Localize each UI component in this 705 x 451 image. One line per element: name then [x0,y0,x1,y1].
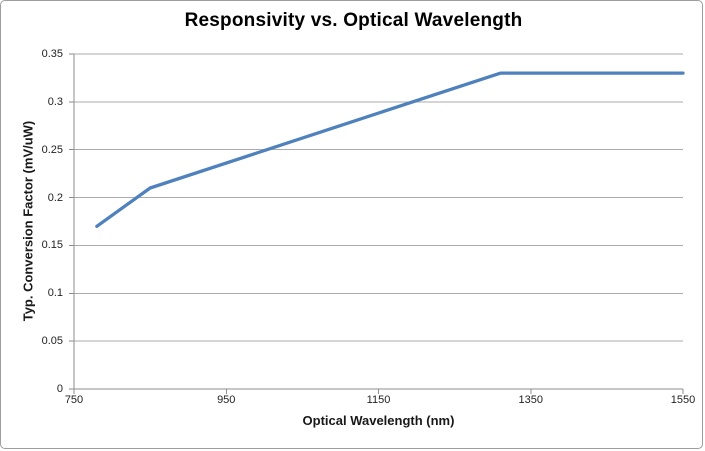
y-tick-label: 0.1 [47,287,63,300]
x-tick-label: 1550 [670,394,696,406]
y-tick-label: 0.15 [41,239,63,252]
y-tick-label: 0.3 [47,95,63,108]
chart-title: Responsivity vs. Optical Wavelength [184,10,523,31]
y-tick-label: 0.25 [41,143,63,156]
series-line [95,71,685,228]
x-tick-label: 1150 [366,394,391,406]
y-tick-label: 0 [56,383,63,395]
y-tick-label: 0.05 [41,335,63,348]
y-tick-label: 0.2 [47,191,63,204]
x-tick-label: 950 [217,394,236,406]
x-tick-label: 1350 [518,394,543,406]
x-tick-label: 750 [64,394,84,406]
x-axis-title: Optical Wavelength (nm) [302,413,455,428]
y-tick-label: 0.35 [41,48,63,60]
